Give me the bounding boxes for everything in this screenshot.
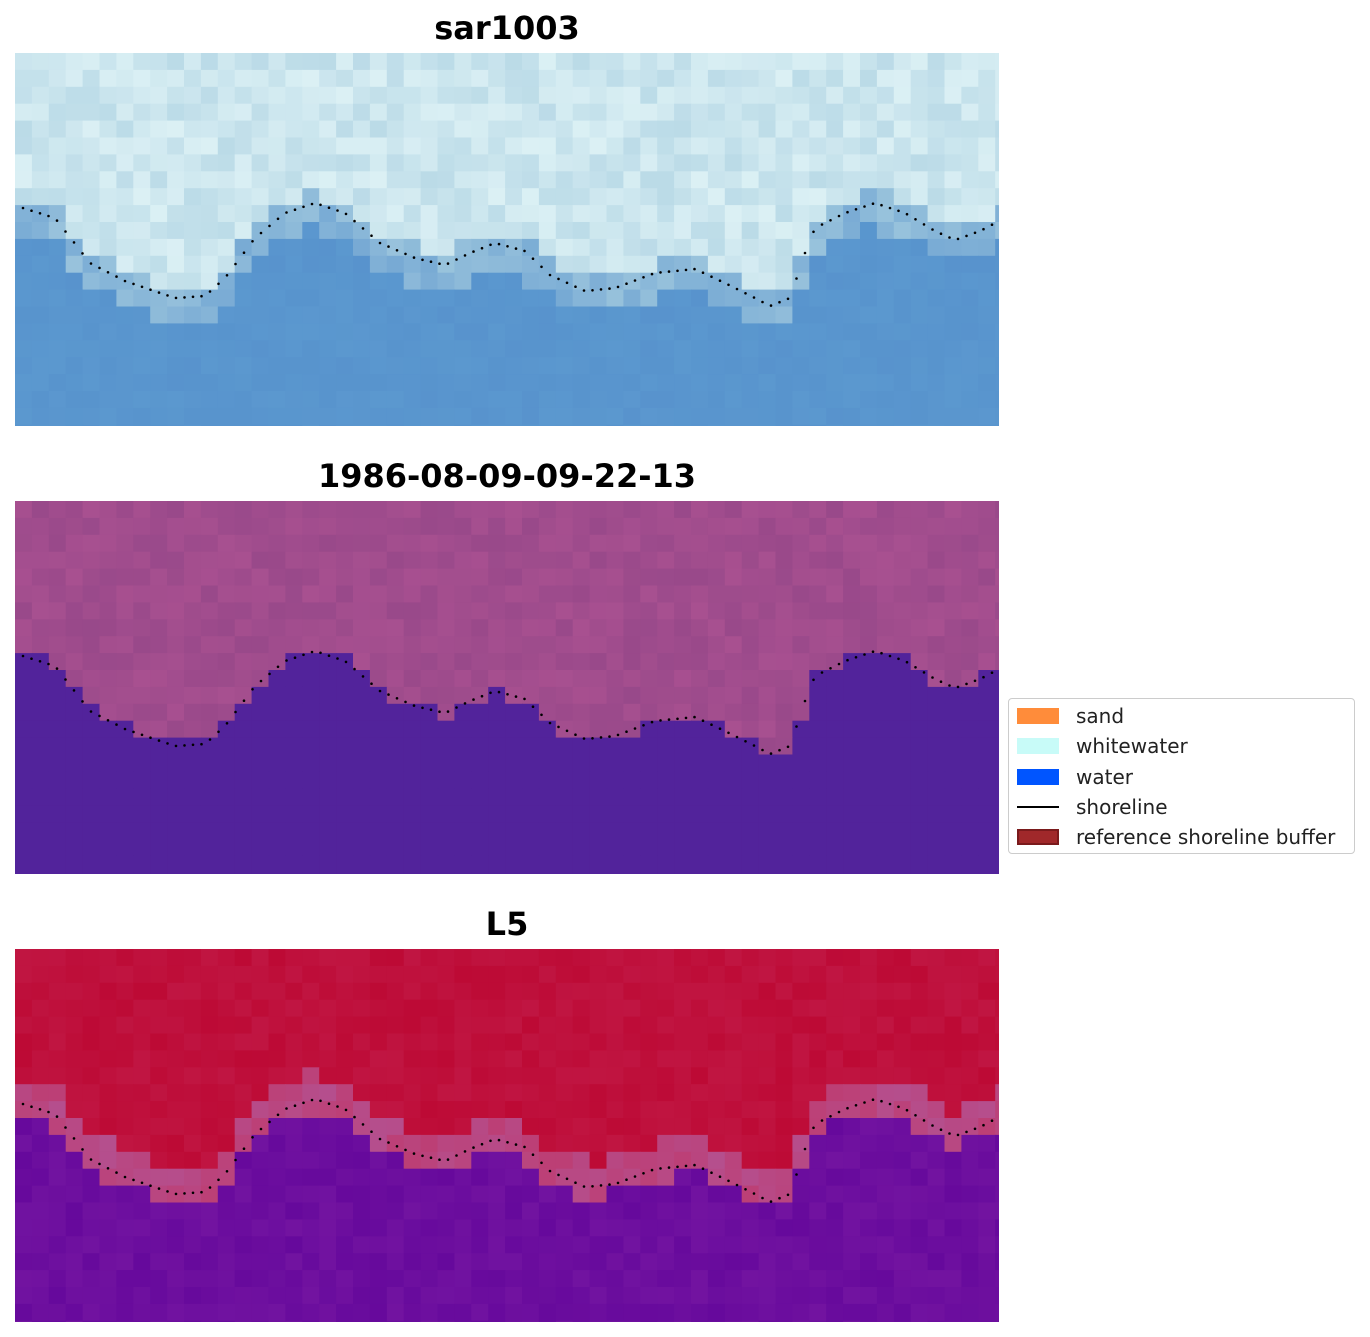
legend-label: shoreline: [1076, 795, 1168, 819]
buffer-swatch: [1017, 829, 1059, 845]
legend-item-sand: sand: [1017, 704, 1352, 728]
sar-image: [15, 53, 999, 426]
legend-label: sand: [1076, 704, 1125, 728]
shoreline-line-icon: [1017, 806, 1059, 808]
panel-title-date: 1986-08-09-09-22-13: [317, 457, 697, 495]
panel-title-sar: sar1003: [434, 9, 580, 47]
shoreline-dots: [21, 202, 994, 307]
legend-label: reference shoreline buffer: [1076, 825, 1336, 849]
classified-image: [15, 501, 999, 874]
sar-image-panel: [15, 53, 999, 426]
water-swatch: [1017, 769, 1059, 785]
legend-item-buffer: reference shoreline buffer: [1017, 825, 1352, 849]
index-image: [15, 949, 999, 1322]
whitewater-swatch: [1017, 738, 1059, 754]
shoreline-dots: [21, 1098, 994, 1203]
legend-item-water: water: [1017, 765, 1352, 789]
legend-item-whitewater: whitewater: [1017, 734, 1352, 758]
legend-label: water: [1076, 765, 1133, 789]
shoreline-dots: [21, 650, 994, 755]
panel-title-satellite: L5: [485, 905, 529, 943]
legend: sand whitewater water shoreline referenc…: [1008, 698, 1355, 854]
legend-item-shoreline: shoreline: [1017, 795, 1352, 819]
index-image-panel: [15, 949, 999, 1322]
legend-label: whitewater: [1076, 734, 1188, 758]
classified-image-panel: [15, 501, 999, 874]
sand-swatch: [1017, 708, 1059, 724]
